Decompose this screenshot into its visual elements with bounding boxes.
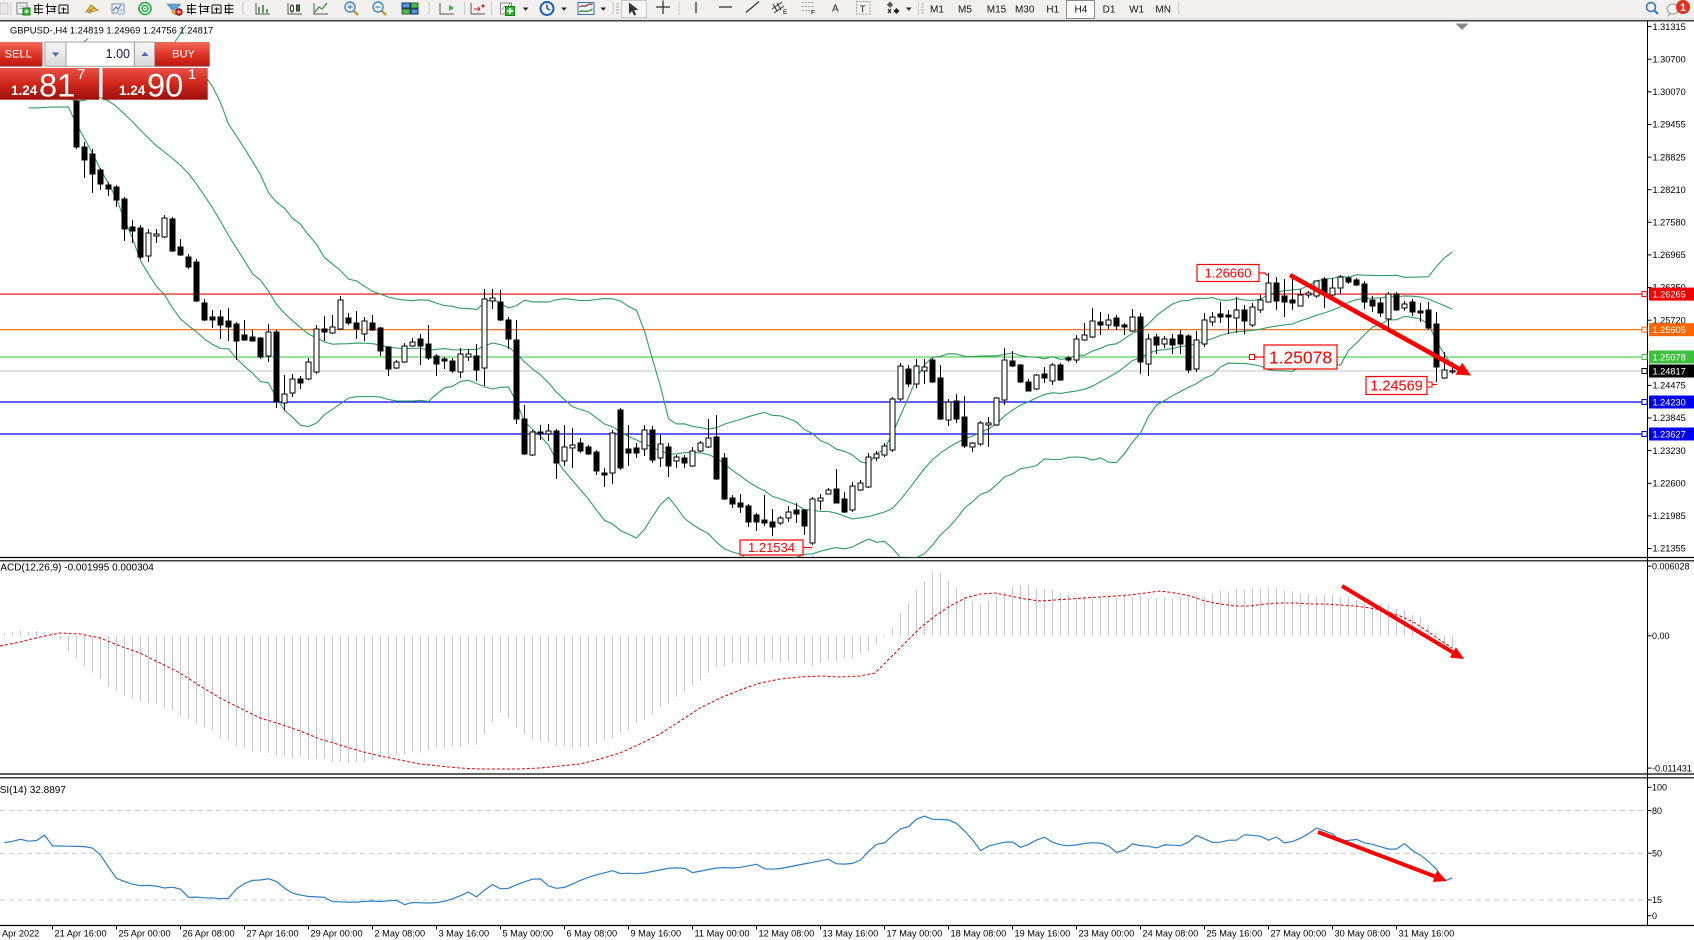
svg-text:27 Apr 16:00: 27 Apr 16:00: [247, 929, 299, 939]
svg-text:2 May 08:00: 2 May 08:00: [375, 929, 426, 939]
svg-text:3 May 16:00: 3 May 16:00: [439, 929, 490, 939]
svg-text:1.22600: 1.22600: [1653, 479, 1686, 489]
svg-text:T: T: [860, 4, 866, 15]
svg-text:1: 1: [188, 66, 196, 83]
svg-text:23 May 00:00: 23 May 00:00: [1079, 929, 1135, 939]
svg-text:BUY: BUY: [172, 49, 196, 61]
svg-text:1.30070: 1.30070: [1653, 87, 1686, 97]
svg-text:M30: M30: [1015, 5, 1035, 16]
svg-text:1.24: 1.24: [11, 83, 38, 98]
svg-text:0.00: 0.00: [1652, 631, 1670, 641]
svg-text:0: 0: [1652, 911, 1657, 921]
svg-text:1.24569: 1.24569: [1370, 379, 1422, 395]
svg-text:1.26965: 1.26965: [1653, 250, 1686, 260]
svg-text:1.23845: 1.23845: [1653, 413, 1686, 423]
svg-text:11 May 00:00: 11 May 00:00: [695, 929, 750, 939]
svg-text:H1: H1: [1046, 5, 1059, 16]
svg-text:M15: M15: [987, 5, 1007, 16]
svg-text:6 May 08:00: 6 May 08:00: [567, 929, 618, 939]
svg-text:1.29455: 1.29455: [1653, 120, 1686, 130]
svg-text:1.24: 1.24: [119, 83, 146, 98]
svg-text:1.25720: 1.25720: [1653, 315, 1686, 325]
svg-text:17 May 00:00: 17 May 00:00: [887, 929, 943, 939]
svg-text:1.28825: 1.28825: [1653, 152, 1686, 162]
svg-text:1.21355: 1.21355: [1653, 544, 1686, 554]
svg-text:1.27580: 1.27580: [1653, 218, 1686, 228]
svg-text:19 May 16:00: 19 May 16:00: [1015, 929, 1071, 939]
svg-text:F: F: [811, 10, 815, 17]
svg-text:W1: W1: [1129, 5, 1144, 16]
svg-text:1.28210: 1.28210: [1653, 185, 1686, 195]
svg-text:SELL: SELL: [5, 49, 32, 61]
svg-text:26 Apr 08:00: 26 Apr 08:00: [183, 929, 235, 939]
svg-text:21 Apr 16:00: 21 Apr 16:00: [55, 929, 107, 939]
svg-text:1.25078: 1.25078: [1269, 347, 1332, 367]
svg-text:18 May 08:00: 18 May 08:00: [951, 929, 1007, 939]
svg-text:12 May 08:00: 12 May 08:00: [759, 929, 815, 939]
svg-text:25 Apr 00:00: 25 Apr 00:00: [119, 929, 171, 939]
svg-text:Apr 2022: Apr 2022: [2, 929, 39, 939]
svg-text:E: E: [783, 9, 788, 16]
svg-text:9 May 16:00: 9 May 16:00: [631, 929, 682, 939]
svg-text:50: 50: [1652, 848, 1662, 858]
svg-text:7: 7: [77, 66, 85, 83]
svg-text:-0.011431: -0.011431: [1652, 763, 1692, 773]
svg-text:1.25078: 1.25078: [1653, 352, 1686, 362]
svg-text:1.25605: 1.25605: [1653, 325, 1686, 335]
svg-text:1.26660: 1.26660: [1205, 266, 1252, 281]
svg-text:1.24230: 1.24230: [1653, 397, 1686, 407]
svg-text:MACD(12,26,9) -0.001995 0.0003: MACD(12,26,9) -0.001995 0.000304: [0, 563, 154, 574]
svg-text:5 May 00:00: 5 May 00:00: [503, 929, 554, 939]
svg-text:1.31315: 1.31315: [1653, 22, 1686, 32]
svg-text:M1: M1: [930, 5, 944, 16]
svg-text:1.21985: 1.21985: [1653, 511, 1686, 521]
svg-text:D1: D1: [1103, 5, 1116, 16]
svg-text:100: 100: [1652, 783, 1667, 793]
svg-text:RSI(14) 32.8897: RSI(14) 32.8897: [0, 785, 66, 796]
svg-text:M5: M5: [958, 5, 972, 16]
svg-text:1.21534: 1.21534: [748, 540, 795, 555]
svg-text:GBPUSD-,H4 1.24819 1.24969 1.: GBPUSD-,H4 1.24819 1.24969 1.24756 1.248…: [10, 25, 213, 36]
svg-text:13 May 16:00: 13 May 16:00: [823, 929, 879, 939]
svg-text:25 May 16:00: 25 May 16:00: [1207, 929, 1263, 939]
svg-text:27 May 00:00: 27 May 00:00: [1271, 929, 1327, 939]
svg-text:81: 81: [39, 68, 75, 104]
svg-text:A: A: [832, 4, 839, 15]
svg-text:90: 90: [147, 68, 183, 104]
svg-text:29 Apr 00:00: 29 Apr 00:00: [311, 929, 363, 939]
svg-text:0.006028: 0.006028: [1652, 561, 1690, 571]
svg-text:80: 80: [1652, 806, 1662, 816]
svg-text:MN: MN: [1155, 5, 1171, 16]
svg-text:1.26265: 1.26265: [1653, 290, 1686, 300]
svg-text:31 May 16:00: 31 May 16:00: [1399, 929, 1455, 939]
svg-text:1.24475: 1.24475: [1653, 381, 1686, 391]
svg-text:24 May 08:00: 24 May 08:00: [1143, 929, 1199, 939]
svg-text:1.24817: 1.24817: [1653, 366, 1686, 376]
svg-text:1.00: 1.00: [106, 47, 130, 61]
svg-text:1.23627: 1.23627: [1653, 429, 1686, 439]
svg-text:1.30700: 1.30700: [1653, 54, 1686, 64]
svg-text:30 May 08:00: 30 May 08:00: [1335, 929, 1391, 939]
svg-text:1.23230: 1.23230: [1653, 446, 1686, 456]
svg-text:1: 1: [1680, 2, 1686, 14]
svg-text:15: 15: [1652, 895, 1662, 905]
svg-text:H4: H4: [1075, 5, 1088, 16]
